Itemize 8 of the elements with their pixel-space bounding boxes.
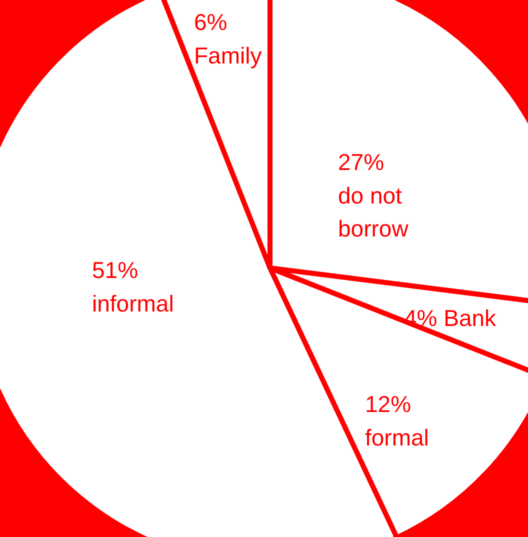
slice-label: Family: [194, 42, 262, 68]
slice-label: do not borrow: [338, 182, 409, 242]
data-label: 12%: [365, 391, 412, 417]
slice-label: informal: [92, 290, 174, 316]
data-label: 6%: [194, 9, 228, 35]
data-label: 51%: [92, 257, 138, 283]
data-label: 27%: [338, 149, 384, 175]
slice-label: formal: [365, 424, 429, 450]
